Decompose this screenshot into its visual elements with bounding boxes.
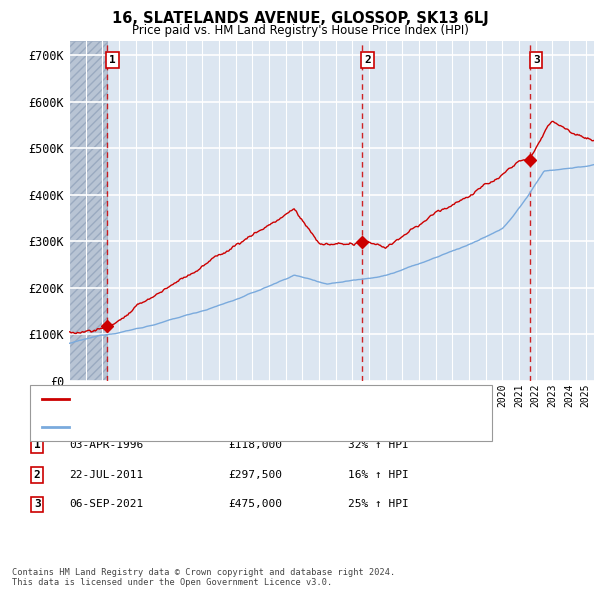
Text: 06-SEP-2021: 06-SEP-2021 [69, 500, 143, 509]
Text: 1: 1 [109, 55, 116, 65]
Text: 1: 1 [34, 441, 41, 450]
Text: 03-APR-1996: 03-APR-1996 [69, 441, 143, 450]
Text: £118,000: £118,000 [228, 441, 282, 450]
Text: 16, SLATELANDS AVENUE, GLOSSOP, SK13 6LJ (detached house): 16, SLATELANDS AVENUE, GLOSSOP, SK13 6LJ… [75, 395, 431, 404]
Text: 3: 3 [34, 500, 41, 509]
Text: Contains HM Land Registry data © Crown copyright and database right 2024.
This d: Contains HM Land Registry data © Crown c… [12, 568, 395, 587]
Text: 16% ↑ HPI: 16% ↑ HPI [348, 470, 409, 480]
Bar [69, 41, 107, 381]
Text: £475,000: £475,000 [228, 500, 282, 509]
Text: 3: 3 [533, 55, 539, 65]
Text: 2: 2 [34, 470, 41, 480]
Text: 22-JUL-2011: 22-JUL-2011 [69, 470, 143, 480]
Text: 16, SLATELANDS AVENUE, GLOSSOP, SK13 6LJ: 16, SLATELANDS AVENUE, GLOSSOP, SK13 6LJ [112, 11, 488, 25]
Text: 2: 2 [364, 55, 371, 65]
Text: HPI: Average price, detached house, High Peak: HPI: Average price, detached house, High… [75, 422, 356, 432]
Text: Price paid vs. HM Land Registry's House Price Index (HPI): Price paid vs. HM Land Registry's House … [131, 24, 469, 37]
Text: £297,500: £297,500 [228, 470, 282, 480]
Text: 25% ↑ HPI: 25% ↑ HPI [348, 500, 409, 509]
Text: 32% ↑ HPI: 32% ↑ HPI [348, 441, 409, 450]
